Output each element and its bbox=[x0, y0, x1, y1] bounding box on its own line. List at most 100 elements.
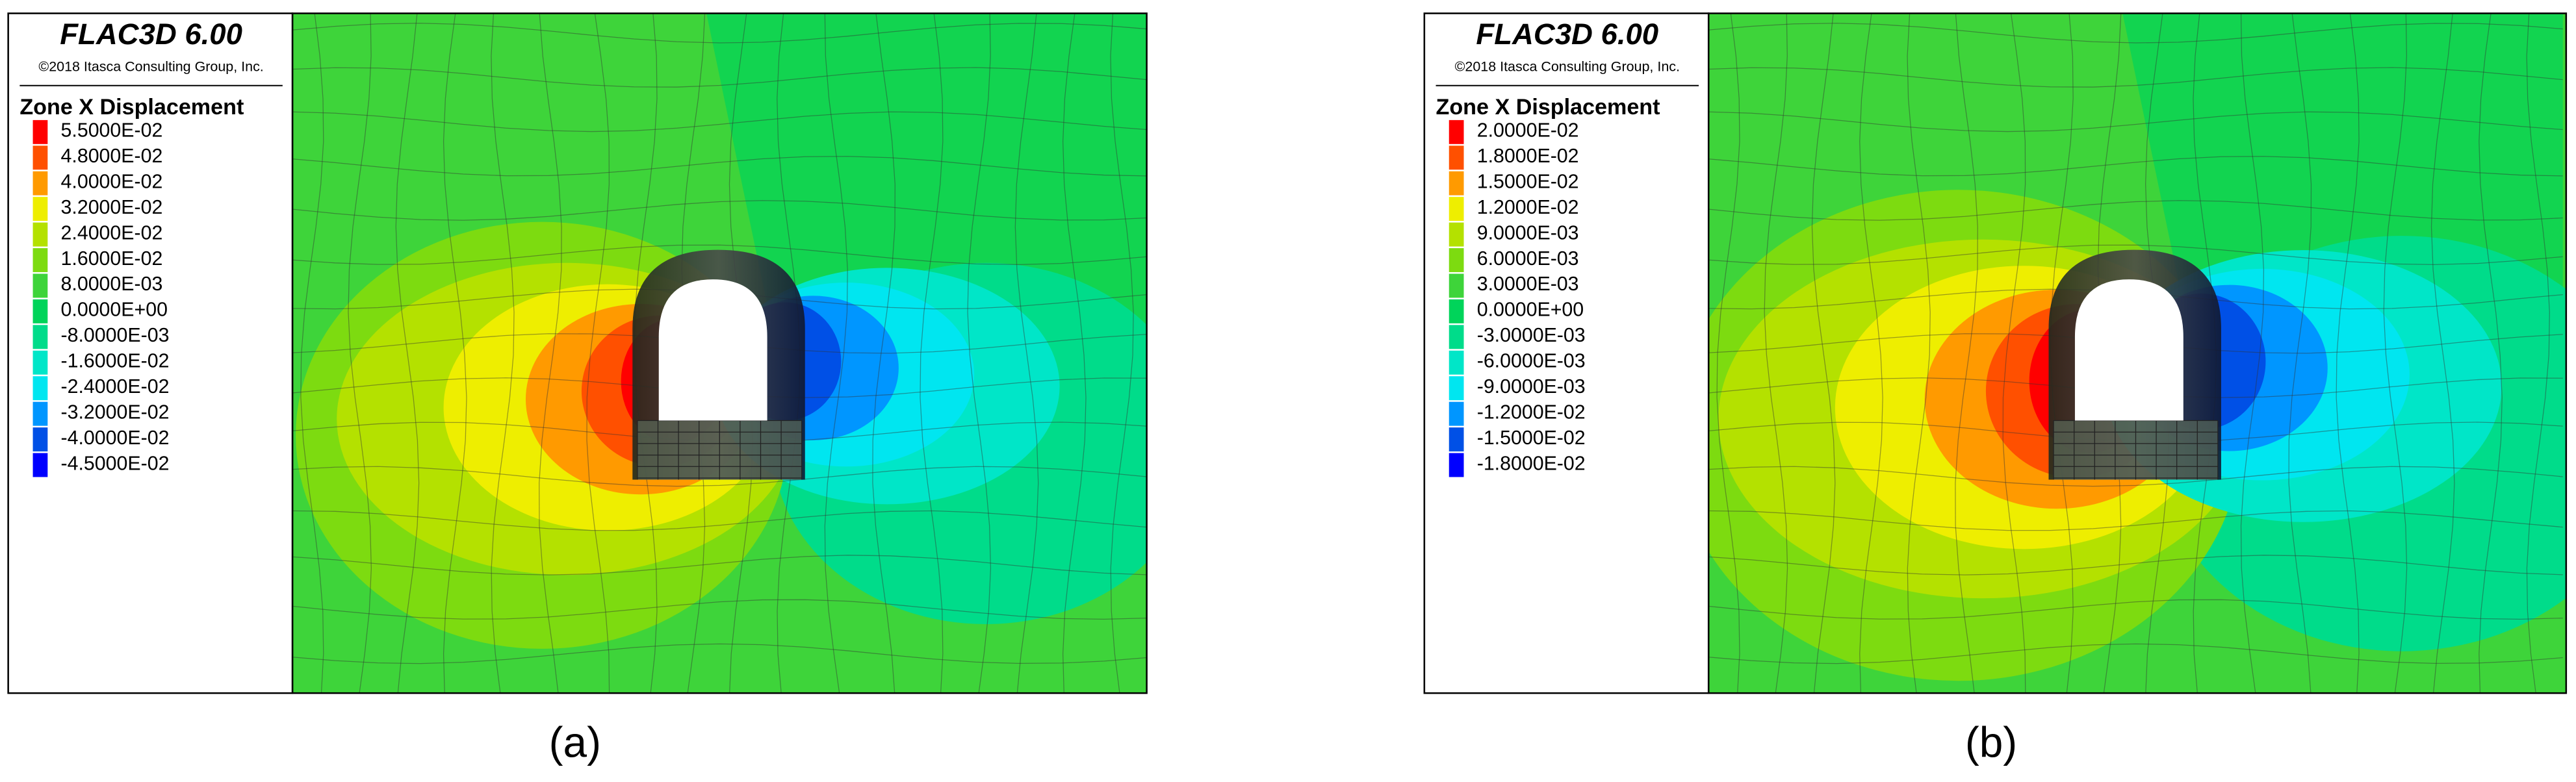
mesh-line bbox=[1708, 23, 2563, 44]
mesh-line bbox=[1110, 13, 1134, 694]
legend-swatch bbox=[1449, 453, 1464, 477]
legend-label: -1.2000E-02 bbox=[1477, 401, 1586, 423]
mesh-line bbox=[348, 13, 372, 694]
legend-label: 0.0000E+00 bbox=[61, 299, 168, 321]
legend-swatch bbox=[32, 453, 48, 477]
mesh-line bbox=[967, 13, 992, 694]
legend-label: -3.2000E-02 bbox=[61, 401, 170, 423]
mesh-line bbox=[292, 510, 1147, 531]
mesh-line bbox=[1708, 555, 2563, 575]
mesh-line bbox=[491, 13, 515, 694]
legend-swatch bbox=[32, 401, 48, 426]
legend-box bbox=[1423, 12, 1710, 694]
legend-swatch bbox=[1449, 171, 1464, 196]
mesh-line bbox=[2383, 13, 2408, 694]
legend-swatch bbox=[32, 273, 48, 298]
mesh-line bbox=[292, 555, 1147, 575]
legend-swatch bbox=[32, 197, 48, 221]
legend-swatch bbox=[1449, 427, 1464, 452]
mesh-line bbox=[1014, 13, 1039, 694]
legend-label: -8.0000E-03 bbox=[61, 325, 170, 346]
mesh-line bbox=[586, 13, 610, 694]
tunnel-opening bbox=[2074, 279, 2183, 421]
mesh-line bbox=[1764, 13, 1788, 694]
mesh-line bbox=[292, 244, 1147, 265]
mesh-line bbox=[292, 643, 1147, 664]
panel-caption: (a) bbox=[549, 718, 601, 766]
contour-plot bbox=[1708, 13, 2566, 694]
mesh-line bbox=[1955, 13, 1978, 694]
legend-label: 0.0000E+00 bbox=[1477, 299, 1584, 321]
mesh-line bbox=[1811, 13, 1836, 694]
software-title: FLAC3D 6.00 bbox=[1476, 18, 1658, 51]
mesh-line bbox=[1708, 156, 2563, 177]
legend-title: Zone X Displacement bbox=[19, 95, 244, 120]
legend-label: 1.2000E-02 bbox=[1477, 197, 1579, 218]
mesh-line bbox=[300, 13, 324, 694]
legend-swatch bbox=[32, 145, 48, 170]
legend-label: 1.5000E-02 bbox=[1477, 171, 1579, 192]
copyright: ©2018 Itasca Consulting Group, Inc. bbox=[1455, 59, 1680, 75]
legend-label: -1.8000E-02 bbox=[1477, 453, 1586, 474]
legend-label: -4.0000E-02 bbox=[61, 427, 170, 449]
mesh-line bbox=[824, 13, 848, 694]
mesh-line bbox=[292, 111, 1147, 132]
legend-swatch bbox=[32, 120, 48, 144]
legend-label: 9.0000E-03 bbox=[1477, 222, 1579, 244]
legend-label: -2.4000E-02 bbox=[61, 376, 170, 397]
mesh-line bbox=[292, 67, 1147, 88]
legend-box bbox=[7, 12, 294, 694]
mesh-line bbox=[1708, 200, 2563, 221]
mesh-line bbox=[920, 13, 944, 694]
legend-swatch bbox=[1449, 376, 1464, 401]
software-title: FLAC3D 6.00 bbox=[60, 18, 242, 51]
mesh-line bbox=[1708, 111, 2563, 132]
mesh-line bbox=[1708, 67, 2563, 88]
mesh-line bbox=[1708, 244, 2563, 265]
legend-label: 6.0000E-03 bbox=[1477, 248, 1579, 270]
mesh-line bbox=[2288, 13, 2312, 694]
legend-label: 5.5000E-02 bbox=[61, 120, 163, 142]
legend-swatch bbox=[32, 427, 48, 452]
legend-swatch bbox=[1449, 273, 1464, 298]
legend-label: -1.5000E-02 bbox=[1477, 427, 1586, 449]
legend-swatch bbox=[1449, 299, 1464, 323]
mesh-line bbox=[2002, 13, 2026, 694]
mesh-line bbox=[1063, 13, 1087, 694]
legend-swatch bbox=[32, 171, 48, 196]
copyright: ©2018 Itasca Consulting Group, Inc. bbox=[38, 59, 263, 75]
mesh-line bbox=[1708, 510, 2563, 531]
legend-swatch bbox=[1449, 222, 1464, 247]
mesh-line bbox=[1708, 643, 2563, 664]
contour-plot bbox=[292, 13, 1147, 694]
legend-label: -6.0000E-03 bbox=[1477, 351, 1586, 372]
legend-label: 1.6000E-02 bbox=[61, 248, 163, 270]
legend-label: -3.0000E-03 bbox=[1477, 325, 1586, 346]
legend-swatch bbox=[1449, 248, 1464, 272]
legend-swatch bbox=[32, 299, 48, 323]
mesh-line bbox=[292, 200, 1147, 221]
mesh-line bbox=[2240, 13, 2265, 694]
legend-swatch bbox=[32, 222, 48, 247]
mesh-line bbox=[2479, 13, 2503, 694]
tunnel-opening bbox=[658, 279, 767, 421]
legend-swatch bbox=[1449, 120, 1464, 144]
mesh-line bbox=[1716, 13, 1740, 694]
mesh-line bbox=[539, 13, 562, 694]
legend-label: -1.6000E-02 bbox=[61, 351, 170, 372]
legend-label: 4.8000E-02 bbox=[61, 145, 163, 167]
legend-title: Zone X Displacement bbox=[1436, 95, 1660, 120]
legend-label: 4.0000E-02 bbox=[61, 171, 163, 192]
legend-swatch bbox=[1449, 401, 1464, 426]
legend-swatch bbox=[32, 248, 48, 272]
legend-swatch bbox=[32, 350, 48, 375]
mesh-line bbox=[1907, 13, 1931, 694]
legend-label: 8.0000E-03 bbox=[61, 273, 163, 295]
legend-swatch bbox=[1449, 325, 1464, 349]
legend-label: -4.5000E-02 bbox=[61, 453, 170, 474]
legend-swatch bbox=[1449, 197, 1464, 221]
panel-caption: (b) bbox=[1965, 718, 2017, 766]
mesh-line bbox=[292, 599, 1147, 620]
legend-label: 3.0000E-03 bbox=[1477, 273, 1579, 295]
